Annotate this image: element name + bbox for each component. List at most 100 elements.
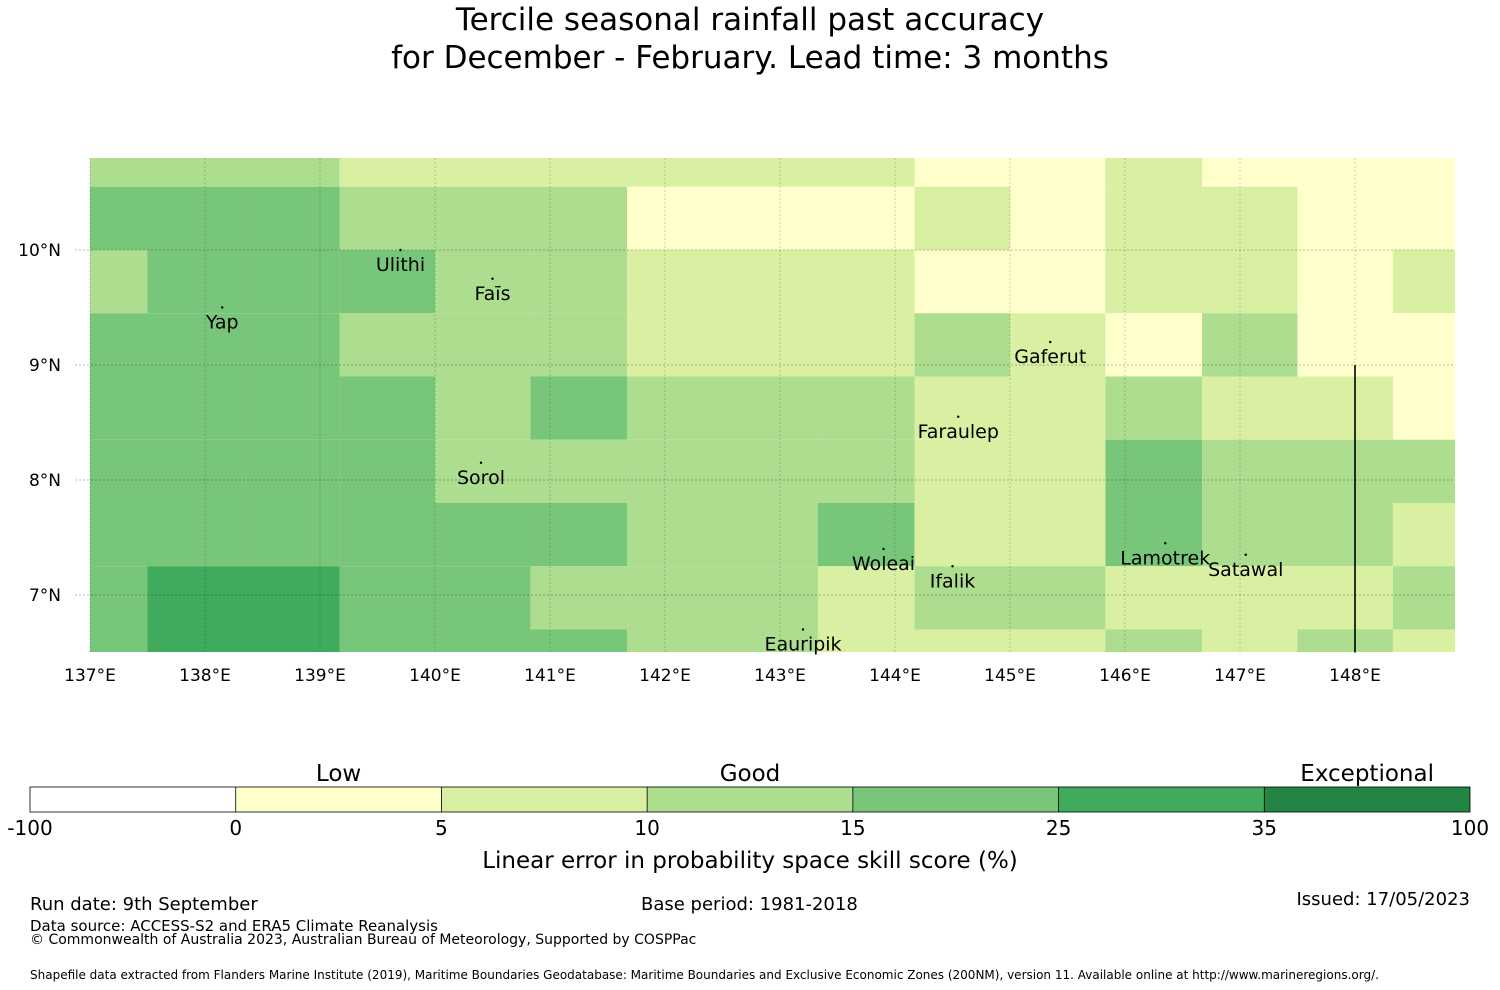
colorbar-tick-label: 15 (840, 816, 865, 840)
skill-cell (1297, 376, 1393, 440)
map-title-line-2: for December - February. Lead time: 3 mo… (391, 40, 1109, 76)
island-label-faīs: Faīs (474, 283, 510, 305)
skill-cell (1392, 313, 1455, 377)
skill-cell (1392, 250, 1455, 314)
skill-cell (1297, 250, 1393, 314)
skill-cell (914, 439, 1010, 503)
skill-cell (339, 186, 435, 250)
skill-cell (435, 313, 531, 377)
latitude-tick-label: 9°N (29, 356, 61, 376)
skill-cell (530, 439, 628, 503)
skill-cell (90, 186, 148, 250)
colorbar-swatch (441, 787, 648, 812)
skill-cell (817, 158, 915, 187)
skill-cell (339, 439, 435, 503)
skill-cell (1202, 376, 1298, 440)
skill-cell (914, 629, 1010, 652)
colorbar-swatch (1058, 787, 1265, 812)
skill-cell (1392, 158, 1455, 187)
skill-cell (1392, 503, 1455, 567)
skill-cell (339, 250, 435, 314)
skill-cell (530, 376, 628, 440)
longitude-tick-label: 146°E (1099, 666, 1151, 686)
colorbar-swatch (647, 787, 853, 812)
skill-cell (722, 503, 818, 567)
skill-cell (627, 313, 723, 377)
skill-cell (627, 503, 723, 567)
colorbar-tick-label: 25 (1046, 816, 1071, 840)
skill-cell (530, 186, 628, 250)
skill-cell (627, 158, 723, 187)
skill-cell (914, 158, 1010, 187)
island-label-faraulep: Faraulep (918, 421, 999, 443)
island-dot-faraulep (957, 415, 960, 418)
skill-cell (242, 158, 340, 187)
skill-cell (1010, 376, 1106, 440)
skill-cell (435, 629, 531, 652)
island-dot-sorol (479, 461, 483, 464)
skill-cell (1010, 250, 1106, 314)
skill-cell (147, 158, 243, 187)
skill-cell (435, 158, 531, 187)
island-label-satawal: Satawal (1208, 559, 1283, 581)
skill-cell (242, 566, 340, 630)
skill-cell (147, 376, 243, 440)
axis-tick-labels: 137°E 138°E 139°E 140°E 141°E 142°E 143°E 144°E… (18, 241, 1381, 686)
island-dot-ulithi (399, 248, 402, 252)
skill-cell (1297, 566, 1393, 630)
skill-cell (1202, 158, 1298, 187)
skill-cell (1297, 158, 1393, 187)
latitude-tick-label: 10°N (18, 241, 61, 261)
longitude-tick-label: 144°E (869, 666, 921, 686)
skill-cell (147, 186, 243, 250)
island-label-ulithi: Ulithi (376, 254, 425, 276)
copyright-notice: © Commonwealth of Australia 2023, Austra… (30, 932, 697, 948)
colorbar-swatch (235, 787, 442, 812)
longitude-tick-label: 140°E (409, 666, 461, 686)
island-label-yap: Yap (205, 312, 239, 334)
skill-cell (1105, 158, 1203, 187)
colorbar-category-label: Exceptional (1300, 761, 1434, 787)
shapefile-credit: Shapefile data extracted from Flanders M… (30, 968, 1379, 982)
skill-cell (339, 629, 435, 652)
skill-cell (1105, 376, 1203, 440)
island-dot-eauripik (801, 628, 805, 631)
skill-cell (722, 250, 818, 314)
skill-cell (1202, 313, 1298, 377)
colorbar-swatch (1264, 787, 1470, 812)
skill-cell (339, 158, 435, 187)
skill-cell (147, 250, 243, 314)
skill-cell (435, 439, 531, 503)
island-dot-yap (221, 306, 224, 309)
skill-cell (627, 250, 723, 314)
skill-cell (1297, 503, 1393, 567)
island-label-eauripik: Eauripik (764, 634, 841, 656)
skill-cell (90, 439, 148, 503)
colorbar-frame (29, 786, 1471, 813)
skill-cell (914, 503, 1010, 567)
colorbar-tick-label: 35 (1252, 816, 1277, 840)
colorbar-tick-label: 100 (1451, 816, 1489, 840)
island-dot-satawal (1244, 553, 1247, 556)
colorbar-category-label: Good (720, 761, 781, 787)
skill-cell (627, 376, 723, 440)
island-dot-faīs (491, 277, 494, 280)
graticule-lines (75, 158, 1455, 653)
skill-cell (242, 629, 340, 652)
island-dot-woleai (882, 547, 885, 551)
skill-cell (1010, 566, 1106, 630)
longitude-tick-label: 145°E (984, 666, 1036, 686)
skill-cell (242, 376, 340, 440)
skill-cell (435, 250, 531, 314)
skill-cell (1392, 566, 1455, 630)
skill-cell (435, 186, 531, 250)
latitude-tick-label: 8°N (29, 471, 61, 491)
longitude-tick-label: 142°E (639, 666, 691, 686)
longitude-tick-label: 147°E (1214, 666, 1266, 686)
skill-cell (817, 503, 915, 567)
longitude-tick-label: 138°E (179, 666, 231, 686)
skill-cell (339, 566, 435, 630)
colorbar-tick-label: -100 (7, 816, 52, 840)
skill-cell (90, 158, 148, 187)
